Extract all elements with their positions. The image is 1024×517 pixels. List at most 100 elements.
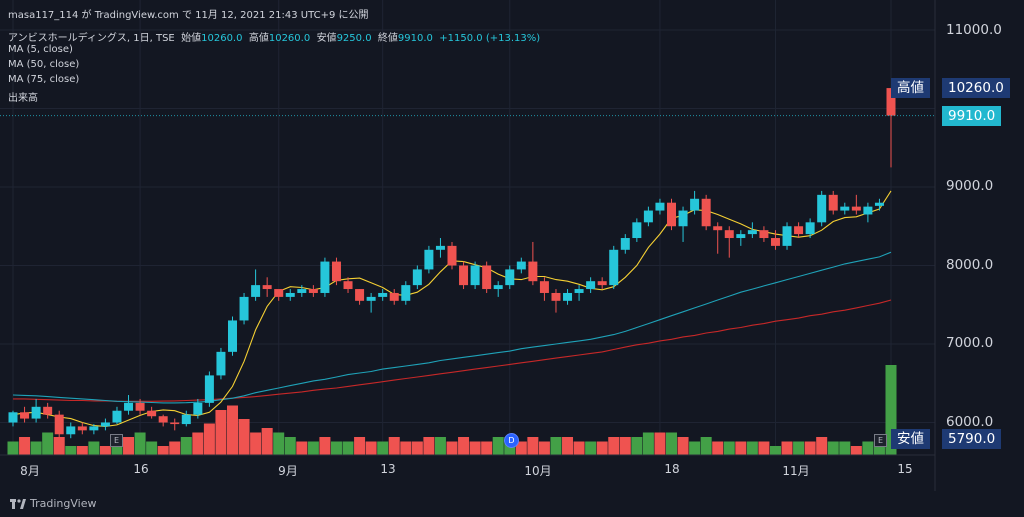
candle-body: [620, 238, 630, 250]
volume-bar: [377, 441, 389, 455]
volume-bar: [227, 405, 238, 455]
low-label: 安値: [316, 33, 337, 44]
candle-body: [701, 198, 711, 227]
candle-body: [539, 281, 549, 293]
candle-body: [447, 245, 457, 266]
volume-bar: [192, 432, 204, 455]
candle-body: [724, 230, 734, 239]
volume-bar: [446, 441, 458, 455]
tradingview-logo[interactable]: TradingView: [10, 497, 96, 510]
candle-body: [228, 320, 237, 352]
volume-bar: [746, 441, 758, 455]
candle-body: [516, 261, 526, 270]
candle-body: [874, 202, 884, 206]
y-tick-6000: 6000.0: [946, 414, 994, 430]
volume-bar: [827, 441, 839, 455]
volume-bar: [769, 446, 781, 455]
volume-bar: [307, 441, 319, 455]
legend-ma5[interactable]: MA (5, close): [8, 44, 73, 55]
volume-bar: [53, 437, 65, 455]
volume-bar: [134, 432, 146, 455]
volume-bar: [342, 441, 354, 455]
volume-bar: [111, 441, 123, 455]
volume-bar: [330, 441, 342, 455]
open-value: 10260.0: [201, 33, 243, 44]
candle-body: [412, 269, 422, 286]
y-tick-7000: 7000.0: [946, 335, 994, 351]
candle-body: [759, 230, 769, 239]
earnings-marker-aug[interactable]: E: [110, 434, 123, 447]
volume-bar: [388, 437, 400, 455]
volume-bar: [180, 437, 192, 455]
volume-bar: [666, 432, 677, 455]
volume-bar: [562, 437, 574, 455]
volume-bar: [203, 423, 215, 455]
volume-bar: [365, 441, 377, 455]
volume-bar: [411, 441, 423, 455]
x-tick-oct: 10月: [524, 464, 552, 478]
legend-ma75[interactable]: MA (75, close): [8, 74, 80, 85]
symbol-title: アンビスホールディングス, 1日, TSE: [8, 33, 175, 44]
candle-body: [851, 206, 861, 211]
candle-body: [54, 414, 64, 435]
footer-bar: [0, 491, 1024, 517]
low-tag-value: 5790.0: [942, 429, 1002, 449]
volume-bar: [816, 437, 828, 455]
legend-volume[interactable]: 出来高: [8, 93, 38, 104]
candle-body: [147, 410, 157, 417]
candle-body: [193, 402, 203, 415]
x-tick-13: 13: [380, 462, 396, 476]
candle-body: [343, 281, 353, 290]
candle-body: [181, 414, 191, 425]
ma5-line: [12, 190, 892, 427]
volume-bar: [619, 437, 631, 455]
volume-bar: [515, 441, 527, 455]
volume-bar: [642, 432, 654, 455]
change-value: +1150.0 (+13.13%): [439, 33, 541, 44]
volume-bar: [538, 441, 550, 455]
volume-bar: [469, 441, 481, 455]
legend-ma50[interactable]: MA (50, close): [8, 59, 80, 70]
volume-bar: [169, 441, 181, 455]
candle-body: [551, 292, 561, 301]
publish-info: masa117_114 が TradingView.com で 11月 12, …: [8, 10, 369, 21]
volume-bar: [319, 437, 331, 455]
candle-body: [643, 210, 653, 223]
volume-bar: [758, 441, 770, 455]
candle-body: [655, 202, 665, 211]
candle-body: [8, 412, 18, 423]
volume-bar: [492, 437, 504, 455]
candle-body: [667, 202, 676, 227]
candle-body: [828, 194, 838, 211]
high-label: 高値: [248, 33, 269, 44]
volume-bar: [250, 432, 262, 455]
candle-body: [747, 230, 757, 235]
high-value: 10260.0: [268, 33, 311, 44]
candle-body: [840, 206, 850, 211]
candle-body: [609, 249, 619, 286]
candle-body: [435, 245, 445, 250]
x-tick-18: 18: [664, 462, 680, 476]
candle-body: [77, 426, 87, 431]
close-value: 9910.0: [397, 33, 433, 44]
volume-bar: [885, 365, 897, 455]
volume-bar: [261, 428, 273, 455]
volume-bar: [631, 437, 643, 455]
candle-body: [886, 88, 896, 116]
volume-bar: [585, 441, 597, 455]
volume-bar: [873, 441, 885, 455]
candle-body: [770, 238, 780, 246]
volume-bar: [354, 437, 366, 455]
volume-bar: [400, 441, 412, 455]
candle-body: [632, 222, 642, 239]
low-tag-label: 安値: [891, 429, 930, 449]
earnings-marker-nov[interactable]: E: [874, 434, 887, 447]
dividend-marker[interactable]: D: [504, 433, 519, 448]
candle-body: [493, 285, 503, 290]
candle-body: [424, 249, 434, 270]
candle-body: [31, 406, 41, 419]
volume-bar: [527, 437, 539, 455]
volume-bar: [296, 441, 308, 455]
volume-bar: [65, 446, 77, 455]
